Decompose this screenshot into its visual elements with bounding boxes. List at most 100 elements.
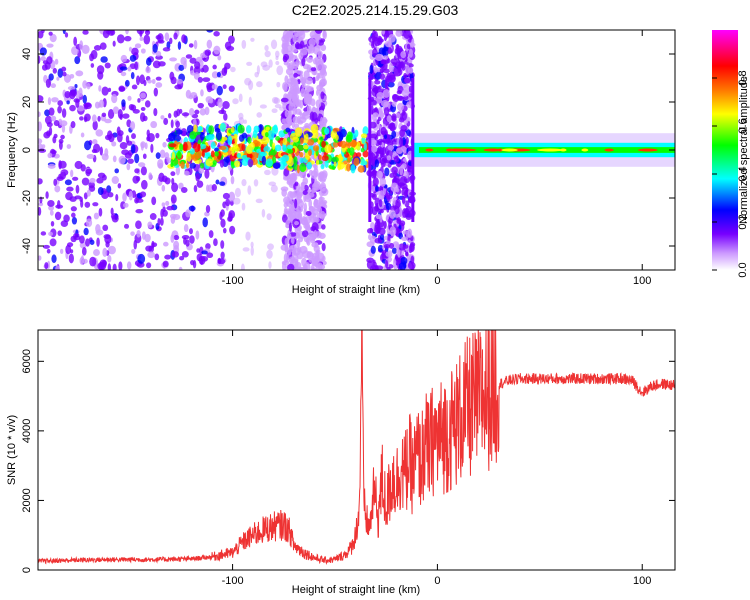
- spectrogram-cell: [272, 142, 276, 150]
- spectrogram-cell: [227, 216, 233, 222]
- spectrogram-cell: [386, 115, 392, 123]
- spectrogram-cell: [293, 156, 298, 166]
- spectrogram-cell: [38, 111, 41, 118]
- spectrogram-cell: [404, 189, 409, 199]
- spectrogram-cell: [48, 107, 55, 116]
- spectrogram-cell: [99, 42, 107, 50]
- spectrogram-cell: [112, 40, 116, 47]
- spectrogram-cell: [282, 175, 290, 181]
- spectrogram-cell: [189, 162, 197, 169]
- spectrogram-cell: [284, 237, 289, 246]
- spectrogram-cell: [106, 185, 112, 194]
- spectrogram-cell: [69, 89, 77, 97]
- spectrogram-cell: [206, 252, 214, 259]
- spectrogram-cell: [320, 187, 329, 197]
- spectrogram-cell: [97, 262, 105, 270]
- spectrogram-cell: [208, 230, 214, 238]
- spectrogram-cell: [124, 223, 130, 229]
- spectrogram-cell: [292, 107, 298, 115]
- spectrogram-cell: [286, 144, 294, 150]
- spectrogram-cell: [361, 158, 366, 165]
- spectrogram-cell: [284, 116, 293, 127]
- spectrogram-cell: [101, 174, 107, 181]
- spectrogram-cell: [272, 162, 281, 169]
- spectrogram-cell: [171, 177, 175, 185]
- spectrogram-cell: [41, 144, 46, 149]
- spectrogram-cell: [146, 262, 152, 269]
- spectrogram-cell: [315, 36, 320, 46]
- spectrogram-cell: [308, 93, 312, 103]
- spectrogram-cell: [405, 233, 411, 238]
- spectrogram-cell: [311, 182, 320, 191]
- spectrogram-cell: [274, 103, 282, 109]
- spectrogram-cell: [321, 155, 329, 162]
- spectrogram-burst: [368, 78, 372, 222]
- spectrogram-cell: [47, 97, 52, 106]
- spectrogram-cell: [74, 83, 78, 89]
- spectrogram-cell: [66, 186, 74, 192]
- spectrogram-cell: [133, 239, 138, 250]
- spectrogram-cell: [38, 138, 43, 144]
- spectrogram-cell: [369, 227, 373, 234]
- spectrogram-cell: [320, 210, 326, 220]
- spectrogram-cell: [57, 105, 62, 114]
- spectrogram-cell: [283, 168, 290, 177]
- spectrogram-cell: [309, 30, 317, 39]
- spectrogram-cell: [135, 220, 142, 230]
- spectrogram-cell: [225, 156, 230, 164]
- spectrogram-cell: [178, 108, 183, 114]
- spectrogram-cell: [314, 30, 323, 34]
- spectrogram-cell: [199, 131, 205, 141]
- spectrogram-cell: [211, 184, 217, 192]
- spectrogram-cell: [64, 91, 71, 99]
- spectrogram-cell: [313, 229, 318, 240]
- spectrogram-cell: [303, 202, 308, 212]
- spectrogram-cell: [137, 98, 141, 103]
- spectrogram-cell: [300, 30, 304, 36]
- spectrogram-cell: [399, 61, 405, 69]
- spectrogram-cell: [349, 147, 355, 156]
- spectrogram-cell: [308, 231, 315, 237]
- spectrogram-cell: [300, 87, 306, 98]
- spectrogram-cell: [388, 74, 396, 83]
- spectrogram-cell: [285, 81, 293, 87]
- spectrogram-cell: [202, 217, 208, 228]
- spectrogram-cell: [275, 50, 280, 58]
- spectrogram-x-axis-label: Height of straight line (km): [292, 284, 420, 296]
- spectrogram-cell: [62, 71, 67, 77]
- spectrogram-cell: [280, 97, 289, 103]
- spectrogram-cell: [49, 238, 57, 247]
- spectrogram-cell: [107, 263, 112, 270]
- spectrogram-cell: [48, 231, 54, 237]
- spectrogram-cell: [70, 121, 76, 129]
- y-tick-label: 40: [21, 48, 33, 60]
- spectrogram-cell: [97, 71, 104, 80]
- spectrogram-cell: [282, 137, 288, 146]
- spectrogram-cell: [145, 245, 153, 252]
- spectrogram-cell: [222, 84, 227, 90]
- spectrogram-cell: [165, 200, 170, 206]
- spectrogram-cell: [83, 227, 89, 236]
- spectrogram-cell: [74, 160, 83, 170]
- spectrogram-cell: [410, 243, 415, 251]
- spectrogram-cell: [386, 266, 391, 270]
- spectrogram-cell: [398, 262, 407, 270]
- spectrogram-cell: [396, 96, 405, 101]
- spectrogram-cell: [271, 108, 278, 114]
- spectrogram-cell: [317, 252, 325, 262]
- spectrogram-cell: [247, 185, 252, 195]
- spectrogram-cell: [284, 75, 289, 84]
- spectrogram-cell: [54, 211, 62, 221]
- spectrogram-cell: [225, 198, 231, 207]
- spectrogram-cell: [260, 61, 268, 68]
- spectrogram-cell: [190, 260, 195, 266]
- spectrogram-cell: [71, 212, 76, 218]
- spectrogram-cell: [371, 186, 376, 192]
- spectrogram-cell: [371, 206, 378, 216]
- spectrogram-cell: [221, 67, 228, 76]
- spectrogram-cell: [228, 191, 236, 202]
- spectrogram-cell: [174, 84, 182, 90]
- spectrogram-cell: [312, 145, 320, 152]
- spectrogram-cell: [159, 149, 166, 159]
- spectrogram-cell: [127, 158, 134, 164]
